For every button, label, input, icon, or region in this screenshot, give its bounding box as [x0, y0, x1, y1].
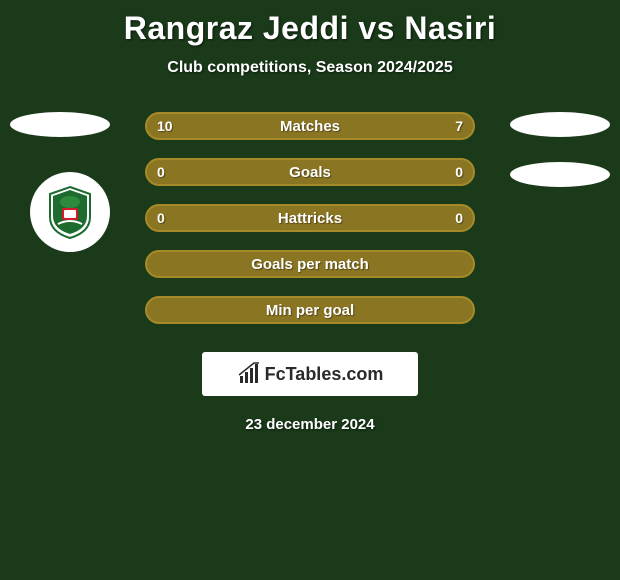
stat-right-value: 7 — [455, 118, 463, 134]
date-line: 23 december 2024 — [0, 416, 620, 433]
club-crest-icon — [40, 182, 100, 242]
fctables-label: FcTables.com — [265, 364, 384, 385]
stat-left-value: 0 — [157, 210, 165, 226]
stat-row-hattricks: 0 Hattricks 0 — [145, 204, 475, 232]
stat-label: Goals per match — [251, 256, 369, 273]
page-title: Rangraz Jeddi vs Nasiri — [0, 0, 620, 47]
stat-label: Matches — [280, 118, 340, 135]
fctables-badge: FcTables.com — [202, 352, 418, 396]
player-right-oval-2 — [510, 162, 610, 187]
stat-left-value: 0 — [157, 164, 165, 180]
stat-row-min-per-goal: Min per goal — [145, 296, 475, 324]
stat-label: Goals — [289, 164, 331, 181]
stat-row-goals: 0 Goals 0 — [145, 158, 475, 186]
club-badge-left — [30, 172, 110, 252]
stat-right-value: 0 — [455, 164, 463, 180]
comparison-area: 10 Matches 7 0 Goals 0 0 Hattricks 0 Goa… — [0, 112, 620, 433]
player-right-oval-1 — [510, 112, 610, 137]
player-left-oval — [10, 112, 110, 137]
stat-left-value: 10 — [157, 118, 173, 134]
stat-rows: 10 Matches 7 0 Goals 0 0 Hattricks 0 Goa… — [145, 112, 475, 324]
stat-row-matches: 10 Matches 7 — [145, 112, 475, 140]
stat-label: Min per goal — [266, 302, 354, 319]
stat-right-value: 0 — [455, 210, 463, 226]
stat-row-goals-per-match: Goals per match — [145, 250, 475, 278]
subtitle: Club competitions, Season 2024/2025 — [0, 59, 620, 77]
bar-chart-icon — [237, 362, 261, 386]
stat-label: Hattricks — [278, 210, 342, 227]
